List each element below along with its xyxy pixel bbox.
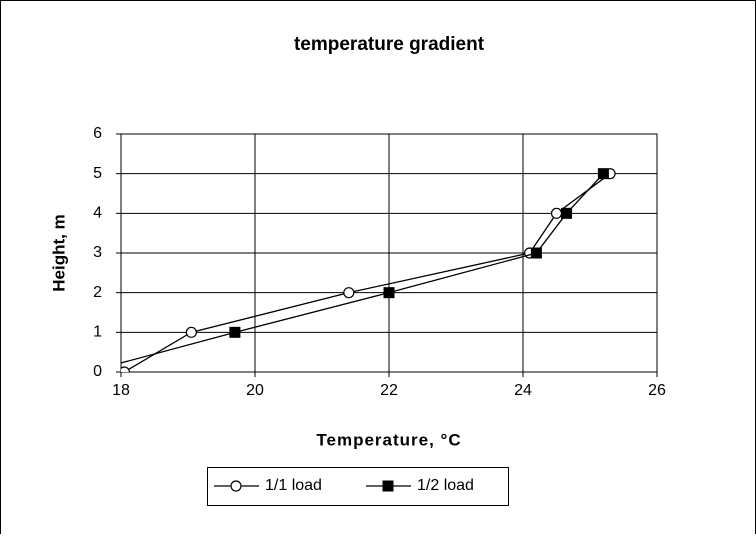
plot-area — [121, 168, 616, 372]
marker — [530, 247, 542, 259]
marker — [550, 207, 563, 219]
x-tick-label: 20 — [246, 382, 264, 399]
marker — [185, 326, 197, 338]
marker — [382, 480, 394, 492]
plot-border — [120, 133, 658, 373]
x-tick-label: 22 — [380, 382, 398, 399]
x-tick-label: 26 — [648, 382, 666, 399]
x-tick-label: 24 — [514, 382, 532, 399]
marker — [383, 287, 395, 299]
y-tick-label: 1 — [93, 324, 102, 341]
x-axis-label: Temperature, °C — [316, 430, 461, 449]
marker — [597, 168, 609, 180]
y-tick-label: 5 — [93, 165, 102, 182]
y-tick-label: 3 — [93, 244, 102, 261]
marker — [121, 366, 130, 372]
y-tick-label: 2 — [93, 284, 102, 301]
legend-label: 1/2 load — [417, 477, 474, 494]
chart-title: temperature gradient — [294, 34, 485, 55]
marker — [561, 207, 573, 219]
marker — [230, 480, 242, 492]
y-tick-label: 6 — [93, 125, 102, 142]
x-tick-label: 18 — [112, 382, 130, 399]
y-axis-label: Height, m — [49, 214, 68, 291]
y-tick-label: 0 — [93, 363, 102, 380]
legend-label: 1/1 load — [265, 477, 322, 494]
marker — [229, 326, 241, 338]
y-tick-label: 4 — [93, 205, 102, 222]
series-line — [121, 173, 604, 364]
series-line — [124, 173, 611, 372]
marker — [343, 287, 355, 299]
